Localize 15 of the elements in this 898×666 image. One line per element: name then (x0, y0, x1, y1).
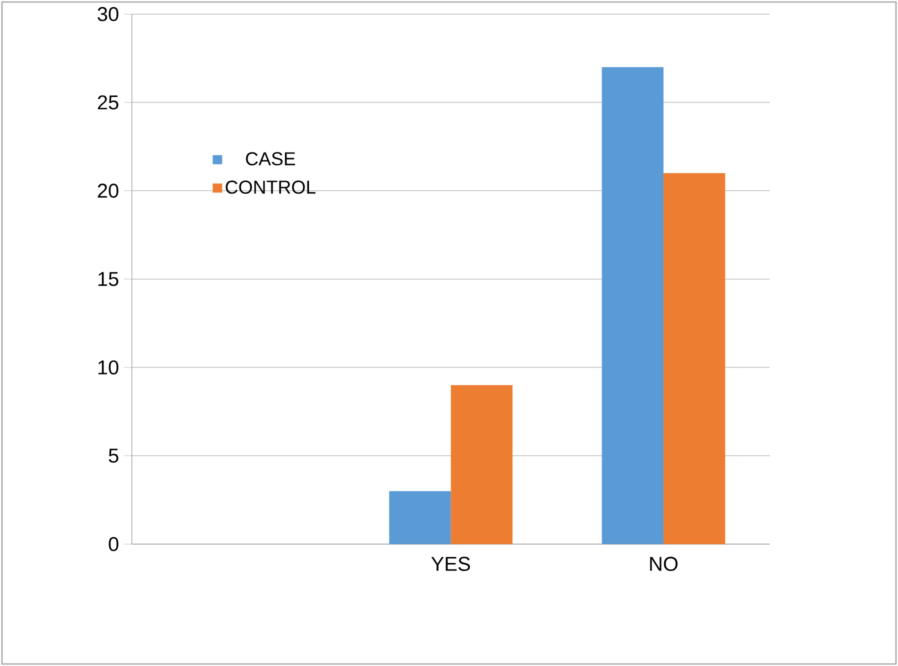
y-tick-label: 25 (98, 95, 118, 110)
y-tick-label: 30 (98, 7, 118, 22)
legend-label: CONTROL (226, 180, 316, 194)
y-tick-label: 0 (108, 537, 118, 552)
y-tick-label: 5 (108, 448, 118, 463)
bar (602, 67, 664, 544)
bar (664, 173, 726, 544)
x-tick-label: YES (431, 556, 470, 571)
y-tick-label: 20 (98, 184, 118, 198)
bar (389, 491, 451, 544)
bar (450, 385, 513, 544)
x-tick-label: NO (650, 556, 678, 571)
y-tick-label: 10 (98, 360, 118, 374)
y-tick-label: 15 (98, 272, 118, 286)
legend-label: CASE (246, 152, 296, 166)
